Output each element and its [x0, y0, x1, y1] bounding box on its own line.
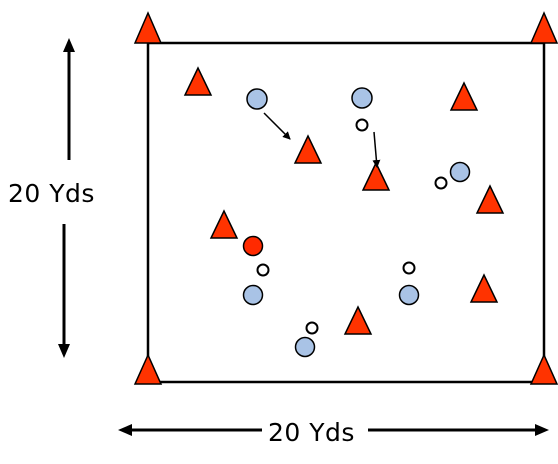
ball-icon	[434, 176, 448, 190]
player-blue-icon	[242, 284, 264, 306]
player-blue-icon	[246, 88, 268, 110]
arrowhead-down-icon	[58, 344, 70, 358]
balls	[256, 118, 448, 335]
pass-arrow-icon	[372, 131, 381, 168]
interior-cones	[183, 66, 505, 335]
ball-icon	[355, 118, 369, 132]
cone-icon	[133, 353, 163, 385]
cone-icon	[361, 161, 391, 191]
ball-icon	[256, 263, 270, 277]
cone-icon	[475, 184, 505, 214]
corner-cones	[133, 11, 558, 385]
ball-icon	[402, 261, 416, 275]
ball-icon	[305, 321, 319, 335]
cone-icon	[209, 209, 239, 239]
cone-icon	[133, 11, 163, 44]
pass-arrows	[263, 112, 381, 168]
arrowhead-left-icon	[118, 424, 132, 436]
player-blue-icon	[398, 284, 420, 306]
height-label: 20 Yds	[8, 179, 95, 208]
pass-arrow-icon	[263, 112, 291, 140]
cone-icon	[343, 305, 373, 335]
arrowhead-right-icon	[535, 424, 549, 436]
cone-icon	[529, 353, 558, 385]
cone-icon	[293, 134, 323, 164]
width-dimension: 20 Yds	[118, 418, 549, 447]
cone-icon	[183, 66, 213, 96]
arrowhead-up-icon	[63, 38, 75, 52]
player-blue-icon	[351, 87, 373, 109]
player-blue-icon	[294, 336, 316, 358]
cone-icon	[469, 273, 499, 303]
cone-icon	[449, 81, 479, 111]
player-red-icon	[242, 235, 264, 257]
width-label: 20 Yds	[268, 418, 355, 447]
player-blue-icon	[449, 161, 471, 183]
height-dimension: 20 Yds	[8, 38, 95, 358]
cone-icon	[529, 11, 558, 44]
field-boundary	[146, 41, 546, 384]
blue-players	[242, 87, 471, 358]
